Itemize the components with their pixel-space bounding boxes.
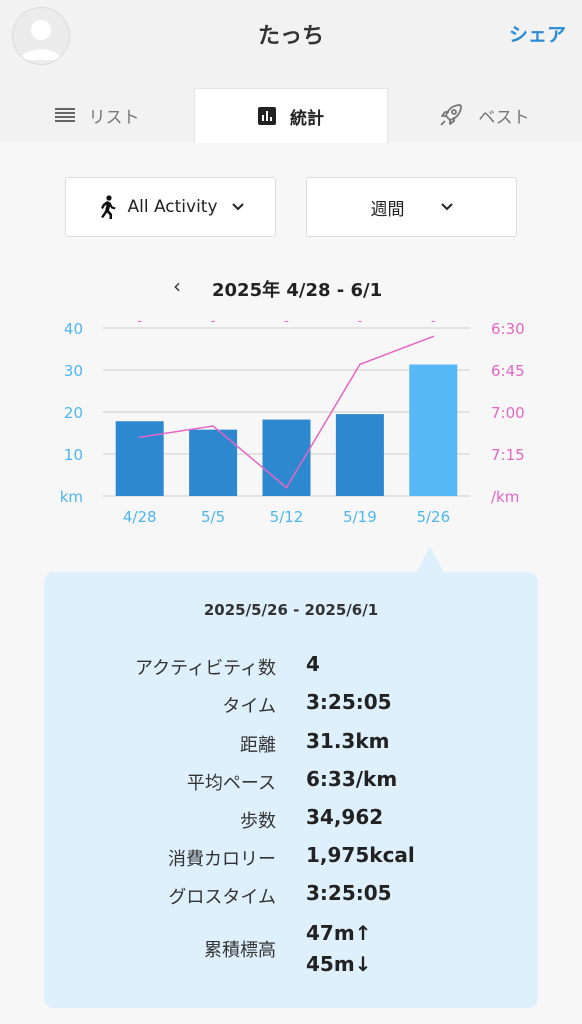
weekly-chart: 40 30 20 10 km 6:30 6:45 7:00 7:15/km - - - - - 4/28 5/… xyxy=(0,310,582,540)
distance-bar xyxy=(262,419,311,496)
previous-period-button[interactable]: ‹ xyxy=(173,274,181,298)
user-silhouette-icon xyxy=(21,20,61,60)
tab-stats[interactable]: 統計 xyxy=(194,88,388,143)
left-axis-tick: 20 xyxy=(64,404,83,422)
top-marker: - xyxy=(211,314,216,329)
stat-value-time: 3:25:05 xyxy=(306,690,392,714)
detail-range: 2025/5/26 - 2025/6/1 xyxy=(203,601,379,619)
bar-chart-icon xyxy=(258,107,276,125)
pace-point xyxy=(432,335,435,338)
stat-value-steps: 34,962 xyxy=(306,805,384,829)
x-axis-label: 5/5 xyxy=(201,508,225,526)
list-icon xyxy=(54,107,75,123)
panel-pointer xyxy=(416,546,444,573)
period-dropdown[interactable]: 週間 xyxy=(306,177,517,237)
chart-svg: 40 30 20 10 km 6:30 6:45 7:00 7:15/km - - - - - 4/28 5/… xyxy=(60,314,525,526)
app-header: たっち シェア xyxy=(0,0,582,88)
rocket-icon xyxy=(438,102,464,128)
right-axis-tick: 6:45 xyxy=(491,362,525,380)
stat-value-pace: 6:33/km xyxy=(306,767,398,791)
top-marker: - xyxy=(137,314,142,329)
stat-label-distance: 距離 xyxy=(240,735,276,756)
stat-label-steps: 歩数 xyxy=(240,811,276,832)
distance-bar xyxy=(189,429,238,496)
top-marker: - xyxy=(431,314,436,329)
right-axis-tick: 7:15 xyxy=(491,446,525,464)
avatar[interactable] xyxy=(12,7,70,65)
stat-label-gross-time: グロスタイム xyxy=(168,887,276,908)
running-person-icon xyxy=(97,195,117,219)
top-marker: - xyxy=(284,314,289,329)
stat-value-distance: 31.3km xyxy=(306,729,390,753)
x-axis-label: 5/26 xyxy=(416,508,450,526)
distance-bar xyxy=(115,421,164,496)
x-axis-label: 5/12 xyxy=(270,508,304,526)
period-navigator: ‹ 2025年 4/28 - 6/1 xyxy=(0,274,582,301)
activity-type-value: All Activity xyxy=(127,197,218,217)
top-marker: - xyxy=(358,314,363,329)
stat-label-calories: 消費カロリー xyxy=(168,849,276,870)
tab-list-label: リスト xyxy=(88,107,140,128)
stat-label-elevation: 累積標高 xyxy=(204,940,276,961)
stat-value-elevation-up: 47m↑ xyxy=(306,921,372,945)
left-axis-tick: 40 xyxy=(64,320,83,338)
stat-label-pace: 平均ペース xyxy=(186,773,276,794)
stat-value-activities: 4 xyxy=(306,652,320,676)
distance-bar xyxy=(409,364,458,496)
stat-label-time: タイム xyxy=(222,696,276,717)
pace-point xyxy=(212,425,214,427)
x-axis-label: 4/28 xyxy=(123,508,157,526)
right-axis-tick: 6:30 xyxy=(491,320,525,338)
period-label: 2025年 4/28 - 6/1 xyxy=(212,280,383,301)
tab-best[interactable]: ベスト xyxy=(386,88,582,142)
chevron-down-icon xyxy=(440,203,453,211)
stat-value-elevation-down: 45m↓ xyxy=(306,952,372,976)
chevron-down-icon xyxy=(231,203,244,211)
tab-list[interactable]: リスト xyxy=(0,88,194,142)
left-axis-tick: km xyxy=(60,488,83,506)
tab-best-label: ベスト xyxy=(478,107,530,128)
pace-point xyxy=(359,363,361,366)
pace-point xyxy=(138,436,141,438)
period-value: 週間 xyxy=(370,199,405,220)
pace-point xyxy=(285,486,288,489)
activity-type-dropdown[interactable]: All Activity xyxy=(65,177,276,237)
right-axis-tick: /km xyxy=(491,488,519,506)
share-button[interactable]: シェア xyxy=(508,24,566,46)
left-axis-tick: 30 xyxy=(64,362,83,380)
x-axis-label: 5/19 xyxy=(343,508,377,526)
tab-stats-label: 統計 xyxy=(290,108,324,129)
stat-value-calories: 1,975kcal xyxy=(306,843,415,867)
distance-bar xyxy=(335,414,384,496)
stat-label-activities: アクティビティ数 xyxy=(135,658,276,679)
right-axis-tick: 7:00 xyxy=(491,404,525,422)
stat-value-gross-time: 3:25:05 xyxy=(306,881,392,905)
tab-bar: リスト 統計 ベスト xyxy=(0,88,582,143)
page-title: たっち xyxy=(257,24,324,49)
week-detail-panel: 2025/5/26 - 2025/6/1 アクティビティ数 4 タイム 3:25… xyxy=(44,572,538,1008)
left-axis-tick: 10 xyxy=(64,446,83,464)
